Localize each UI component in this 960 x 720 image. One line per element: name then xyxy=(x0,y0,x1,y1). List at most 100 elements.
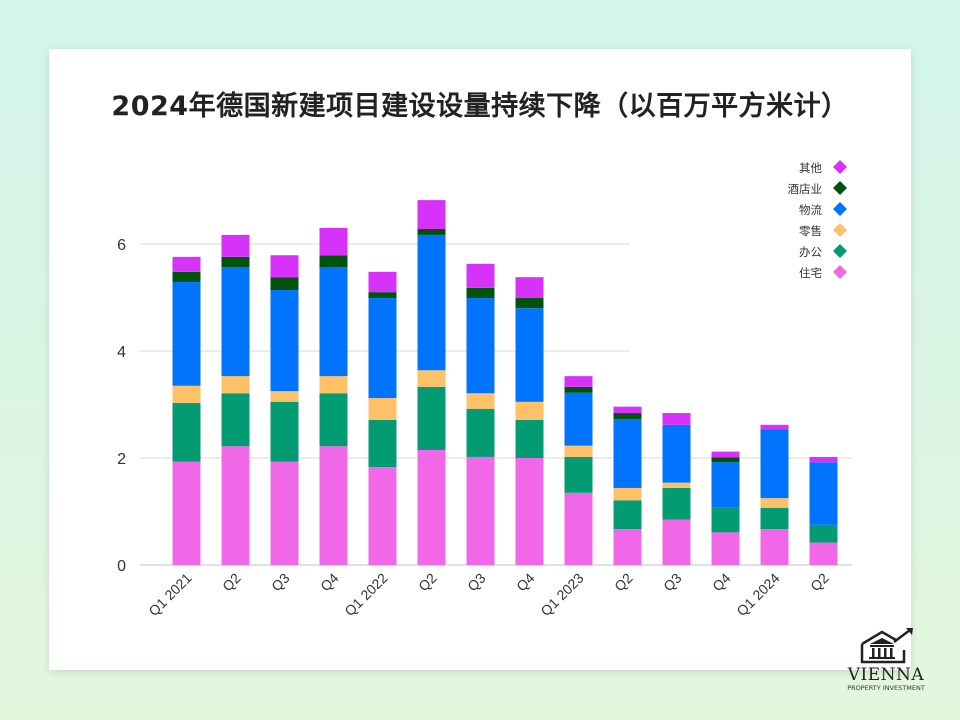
bar-segment xyxy=(417,200,446,230)
bar-segment xyxy=(564,386,593,393)
x-tick-label: Q1 2021 xyxy=(145,570,194,619)
logo: VIENNA PROPERTY INVESTMENT xyxy=(838,626,934,693)
bar-segment xyxy=(368,398,397,421)
legend-label: 酒店业 xyxy=(788,182,823,196)
bar-segment xyxy=(270,255,299,278)
bar-segment xyxy=(711,462,740,508)
bar-segment xyxy=(711,532,740,565)
bar-segment xyxy=(613,500,642,530)
bar-segment xyxy=(564,456,593,493)
bar-segment xyxy=(368,292,397,299)
bar-segment xyxy=(417,229,446,235)
bar-segment xyxy=(417,449,446,565)
bar-segment xyxy=(711,457,740,463)
bar-segment xyxy=(319,376,348,394)
x-tick-label: Q2 xyxy=(415,570,440,595)
bar-segment xyxy=(172,385,201,403)
bar-segment xyxy=(760,424,789,430)
bar-segment xyxy=(711,507,740,533)
bar-segment xyxy=(270,401,299,462)
bar-segment xyxy=(319,446,348,565)
bar-segment xyxy=(221,234,250,257)
bar-segment xyxy=(515,401,544,421)
bar-segment xyxy=(564,392,593,446)
bar-segment xyxy=(270,290,299,392)
bar-segment xyxy=(809,462,838,525)
bar-segment xyxy=(172,256,201,272)
bar-segment xyxy=(564,492,593,565)
bar-segment xyxy=(760,498,789,508)
bar-segment xyxy=(809,456,838,463)
bar-segment xyxy=(172,402,201,462)
bar-segment xyxy=(662,487,691,520)
legend-diamond-icon xyxy=(833,181,847,195)
bar-segment xyxy=(368,420,397,468)
bar-segment xyxy=(662,413,691,425)
bar-segment xyxy=(319,393,348,447)
bar-segment xyxy=(417,370,446,387)
x-tick-label: Q4 xyxy=(709,570,734,595)
bar-segment xyxy=(613,487,642,501)
legend-label: 其他 xyxy=(799,161,822,175)
bar-segment xyxy=(221,446,250,565)
x-tick-label: Q2 xyxy=(807,570,832,595)
bar-segment xyxy=(613,529,642,565)
bar-segment xyxy=(760,529,789,565)
bar-segment xyxy=(221,376,250,394)
bar-segment xyxy=(466,408,495,457)
bar-segment xyxy=(319,267,348,377)
bar-segment xyxy=(221,267,250,377)
legend-diamond-icon xyxy=(833,160,847,174)
bar-segment xyxy=(760,507,789,530)
legend-label: 办公 xyxy=(799,245,822,259)
bar-segment xyxy=(270,461,299,565)
x-tick-label: Q1 2024 xyxy=(733,570,782,619)
bar-segment xyxy=(368,467,397,565)
legend-label: 零售 xyxy=(799,224,822,238)
building-arrow-icon xyxy=(860,628,913,664)
y-tick-label: 0 xyxy=(117,558,126,575)
legend-diamond-icon xyxy=(833,202,847,216)
bar-segment xyxy=(564,376,593,387)
logo-subtitle: PROPERTY INVESTMENT xyxy=(847,684,925,692)
bar-segment xyxy=(417,386,446,450)
bar-segment xyxy=(662,482,691,488)
legend-diamond-icon xyxy=(833,223,847,237)
x-tick-label: Q3 xyxy=(660,570,685,595)
bar-segment xyxy=(515,420,544,458)
bar-segment xyxy=(368,271,397,293)
bar-segment xyxy=(711,451,740,458)
bar-segment xyxy=(172,461,201,565)
bar-segment xyxy=(270,277,299,291)
bar-segment xyxy=(319,255,348,268)
bar-segment xyxy=(368,298,397,399)
x-tick-label: Q4 xyxy=(513,570,538,595)
bar-segment xyxy=(466,393,495,409)
y-tick-label: 6 xyxy=(117,237,126,254)
bar-segment xyxy=(270,391,299,402)
bar-segment xyxy=(172,281,201,386)
bar-segment xyxy=(466,263,495,288)
bar-segment xyxy=(809,524,838,543)
logo-name: VIENNA xyxy=(847,665,925,685)
legend-label: 住宅 xyxy=(799,266,822,280)
bar-segment xyxy=(172,271,201,282)
x-tick-label: Q2 xyxy=(219,570,244,595)
y-tick-label: 2 xyxy=(117,451,126,468)
bar-segment xyxy=(221,256,250,268)
bar-segment xyxy=(613,406,642,414)
bar-segment xyxy=(466,298,495,394)
bar-segment xyxy=(515,308,544,402)
x-tick-label: Q3 xyxy=(268,570,293,595)
bar-segment xyxy=(515,458,544,565)
legend-diamond-icon xyxy=(833,244,847,258)
bar-segment xyxy=(515,277,544,299)
bar-segment xyxy=(417,234,446,371)
bar-segment xyxy=(809,542,838,565)
bar-segment xyxy=(662,424,691,483)
bar-segment xyxy=(613,418,642,488)
x-tick-label: Q4 xyxy=(317,570,342,595)
bar-segment xyxy=(564,445,593,457)
x-tick-label: Q2 xyxy=(611,570,636,595)
